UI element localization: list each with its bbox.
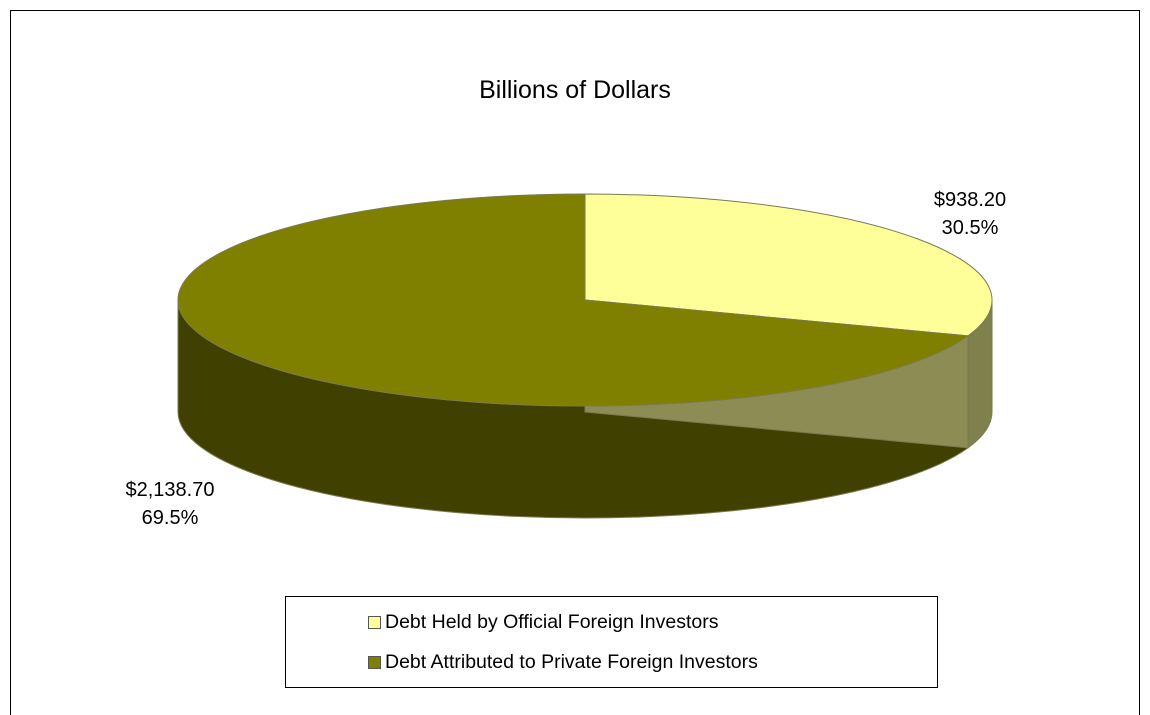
legend-label-private: Debt Attributed to Private Foreign Inves… bbox=[385, 650, 758, 673]
legend-item-official: Debt Held by Official Foreign Investors bbox=[368, 610, 718, 634]
pie-chart bbox=[177, 193, 993, 519]
slice-percent-private: 69.5% bbox=[141, 507, 199, 529]
legend-swatch-private bbox=[368, 655, 381, 669]
chart-title: Billions of Dollars bbox=[479, 76, 671, 104]
pie-slice-0 bbox=[584, 193, 993, 337]
chart-border bbox=[10, 10, 1140, 715]
slice-label-official: $938.20 30.5% bbox=[905, 186, 1035, 242]
slice-value-private: $2,138.70 bbox=[125, 479, 215, 501]
legend-label-official: Debt Held by Official Foreign Investors bbox=[385, 610, 719, 633]
legend: Debt Held by Official Foreign Investors … bbox=[285, 596, 938, 688]
slice-value-official: $938.20 bbox=[933, 189, 1007, 211]
slice-label-private: $2,138.70 69.5% bbox=[100, 476, 240, 532]
pie-slice-1 bbox=[177, 193, 970, 407]
legend-swatch-official bbox=[368, 615, 381, 629]
slice-percent-official: 30.5% bbox=[941, 217, 999, 239]
legend-item-private: Debt Attributed to Private Foreign Inves… bbox=[368, 650, 758, 674]
